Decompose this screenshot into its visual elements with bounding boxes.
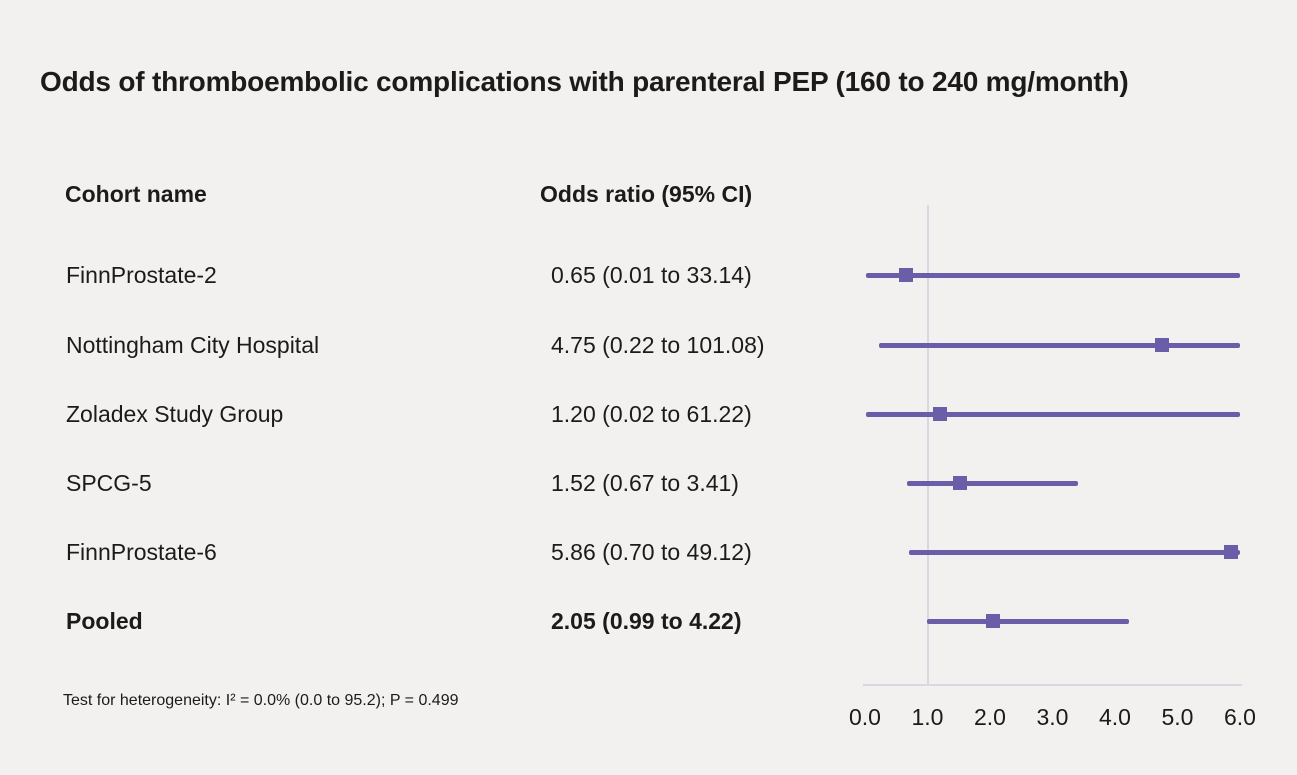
- column-header-cohort-name: Cohort name: [65, 181, 207, 207]
- x-axis-line: [863, 684, 1242, 686]
- column-header-odds-ratio: Odds ratio (95% CI): [540, 181, 753, 207]
- cohort-name: FinnProstate-2: [66, 262, 217, 288]
- chart-title: Odds of thromboembolic complications wit…: [40, 66, 1129, 97]
- confidence-interval-line: [865, 272, 1240, 278]
- x-tick-label: 6.0: [1224, 704, 1256, 730]
- confidence-interval-line: [906, 480, 1079, 486]
- odds-ratio-marker: [933, 407, 947, 421]
- x-tick-label: 0.0: [849, 704, 881, 730]
- cohort-name: Zoladex Study Group: [66, 401, 284, 427]
- x-tick-label: 5.0: [1161, 704, 1194, 730]
- odds-ratio-marker: [986, 614, 1001, 628]
- odds-ratio-marker: [1224, 545, 1239, 559]
- odds-ratio-text: 5.86 (0.70 to 49.12): [551, 539, 752, 565]
- reference-line-or-1: [926, 205, 929, 684]
- odds-ratio-marker: [953, 476, 967, 490]
- odds-ratio-text: 1.20 (0.02 to 61.22): [551, 401, 752, 427]
- cohort-name: SPCG-5: [66, 470, 152, 496]
- x-tick-label: 3.0: [1036, 704, 1069, 730]
- confidence-interval-line: [878, 342, 1240, 348]
- odds-ratio-text: 2.05 (0.99 to 4.22): [551, 608, 742, 634]
- odds-ratio-marker: [898, 268, 913, 282]
- x-tick-label: 4.0: [1099, 704, 1131, 730]
- odds-ratio-text: 1.52 (0.67 to 3.41): [551, 470, 739, 496]
- cohort-name: Pooled: [66, 608, 143, 634]
- x-tick-label: 1.0: [911, 704, 944, 730]
- confidence-interval-line: [926, 618, 1129, 624]
- confidence-interval-line: [866, 411, 1240, 417]
- cohort-name: Nottingham City Hospital: [66, 332, 320, 358]
- odds-ratio-text: 0.65 (0.01 to 33.14): [551, 262, 752, 288]
- odds-ratio-marker: [1154, 338, 1169, 352]
- confidence-interval-line: [908, 549, 1240, 555]
- heterogeneity-note: Test for heterogeneity: I² = 0.0% (0.0 t…: [63, 692, 459, 709]
- x-tick-label: 2.0: [974, 704, 1006, 730]
- cohort-name: FinnProstate-6: [66, 539, 217, 565]
- odds-ratio-text: 4.75 (0.22 to 101.08): [551, 332, 765, 358]
